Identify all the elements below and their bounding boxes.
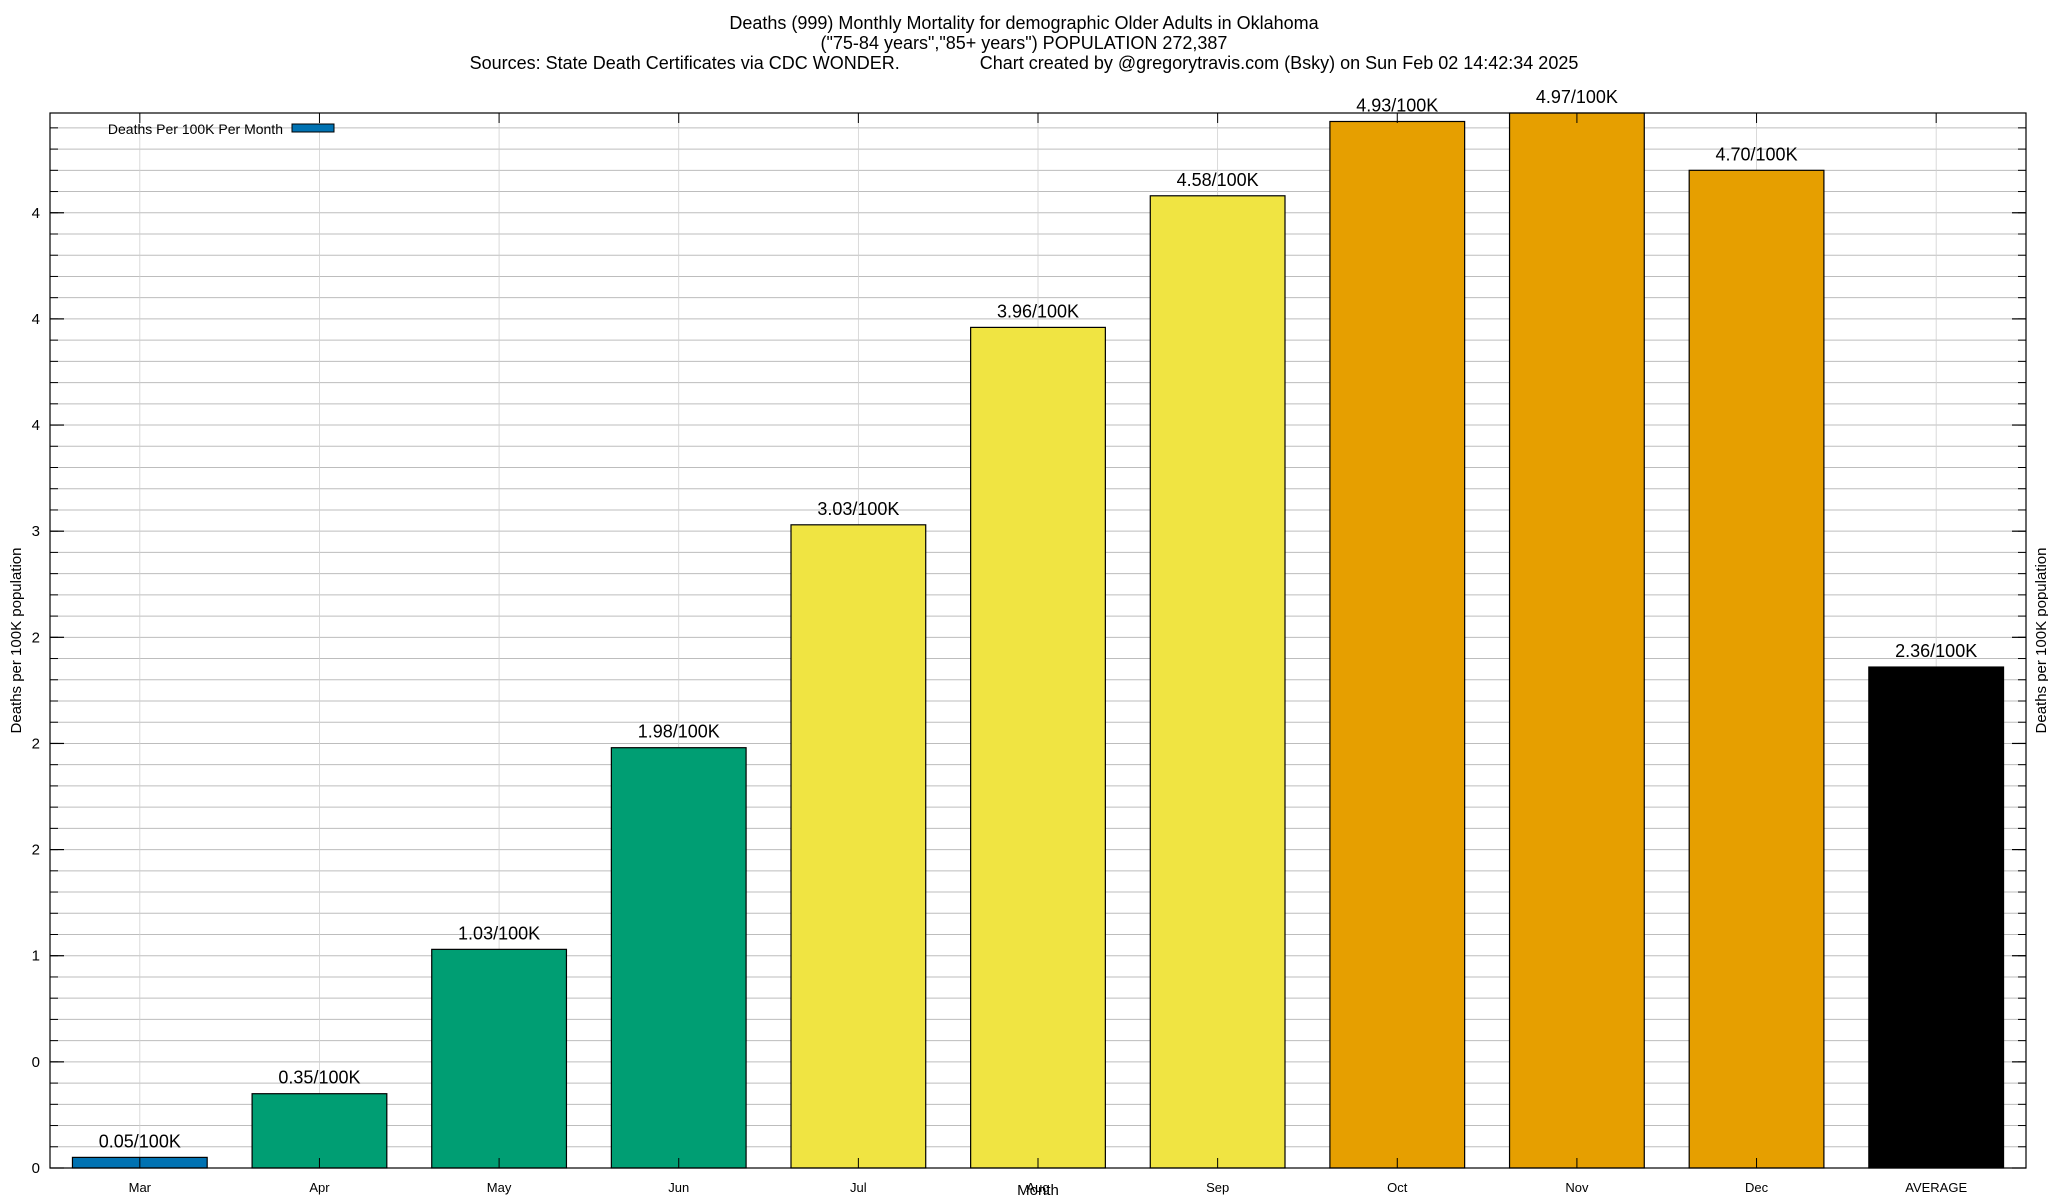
- y-tick-label: 4: [32, 205, 40, 222]
- y-tick-label: 0: [32, 1160, 40, 1177]
- y-tick-label: 4: [32, 311, 40, 328]
- y-tick-label: 1: [32, 948, 40, 965]
- data-label: 4.70/100K: [1716, 144, 1798, 164]
- x-tick-label: Jun: [668, 1180, 689, 1195]
- y-tick-label: 2: [32, 842, 40, 859]
- data-label: 1.98/100K: [638, 722, 720, 742]
- data-label: 0.35/100K: [278, 1068, 360, 1088]
- data-label: 2.36/100K: [1895, 641, 1977, 661]
- data-label: 0.05/100K: [99, 1131, 181, 1151]
- bar-jun: [610, 747, 747, 1169]
- x-tick-label: Jul: [850, 1180, 867, 1195]
- legend-swatch: [291, 123, 335, 133]
- chart-source-line: Sources: State Death Certificates via CD…: [469, 53, 1579, 73]
- x-tick-label: Oct: [1387, 1180, 1408, 1195]
- bar-oct: [1329, 120, 1466, 1169]
- bar-jul: [790, 524, 927, 1169]
- x-tick-label: Aug: [1026, 1180, 1049, 1195]
- data-label: 4.58/100K: [1177, 170, 1259, 190]
- bar-apr: [251, 1093, 388, 1169]
- x-tick-label: Nov: [1565, 1180, 1589, 1195]
- bar-average: [1868, 666, 2005, 1169]
- x-tick-label: Mar: [129, 1180, 152, 1195]
- legend: Deaths Per 100K Per Month: [108, 121, 335, 137]
- bar-dec: [1688, 169, 1825, 1169]
- y-tick-label: 3: [32, 523, 40, 540]
- y-axis-title: Deaths per 100K population: [8, 548, 25, 734]
- chart-title: Deaths (999) Monthly Mortality for demog…: [729, 13, 1319, 33]
- bar-sep: [1149, 195, 1286, 1169]
- data-label: 1.03/100K: [458, 923, 540, 943]
- y-tick-label: 2: [32, 629, 40, 646]
- x-tick-label: Apr: [309, 1180, 330, 1195]
- bar-nov: [1508, 112, 1645, 1169]
- x-tick-label: May: [487, 1180, 512, 1195]
- bar-may: [431, 948, 568, 1169]
- chart-subtitle: ("75-84 years","85+ years") POPULATION 2…: [820, 33, 1228, 53]
- y-tick-label: 0: [32, 1054, 40, 1071]
- data-label: 3.03/100K: [817, 499, 899, 519]
- y-tick-label: 2: [32, 735, 40, 752]
- plot-border: [49, 112, 2027, 1169]
- x-tick-label: AVERAGE: [1905, 1180, 1967, 1195]
- data-label: 3.96/100K: [997, 301, 1079, 321]
- x-tick-label: Dec: [1745, 1180, 1769, 1195]
- x-tick-label: Sep: [1206, 1180, 1229, 1195]
- legend-label: Deaths Per 100K Per Month: [108, 121, 283, 137]
- bar-aug: [970, 326, 1106, 1169]
- y-tick-label: 4: [32, 417, 40, 434]
- bars: 0.05/100K Mar 0.35/100K Apr 1.03/100K May 1.98…: [71, 87, 2005, 1195]
- x-axis-title: Month: [1017, 1182, 1059, 1199]
- data-label: 4.97/100K: [1536, 87, 1618, 107]
- y2-axis-title: Deaths per 100K population: [2033, 548, 2048, 734]
- data-label: 4.93/100K: [1356, 95, 1438, 115]
